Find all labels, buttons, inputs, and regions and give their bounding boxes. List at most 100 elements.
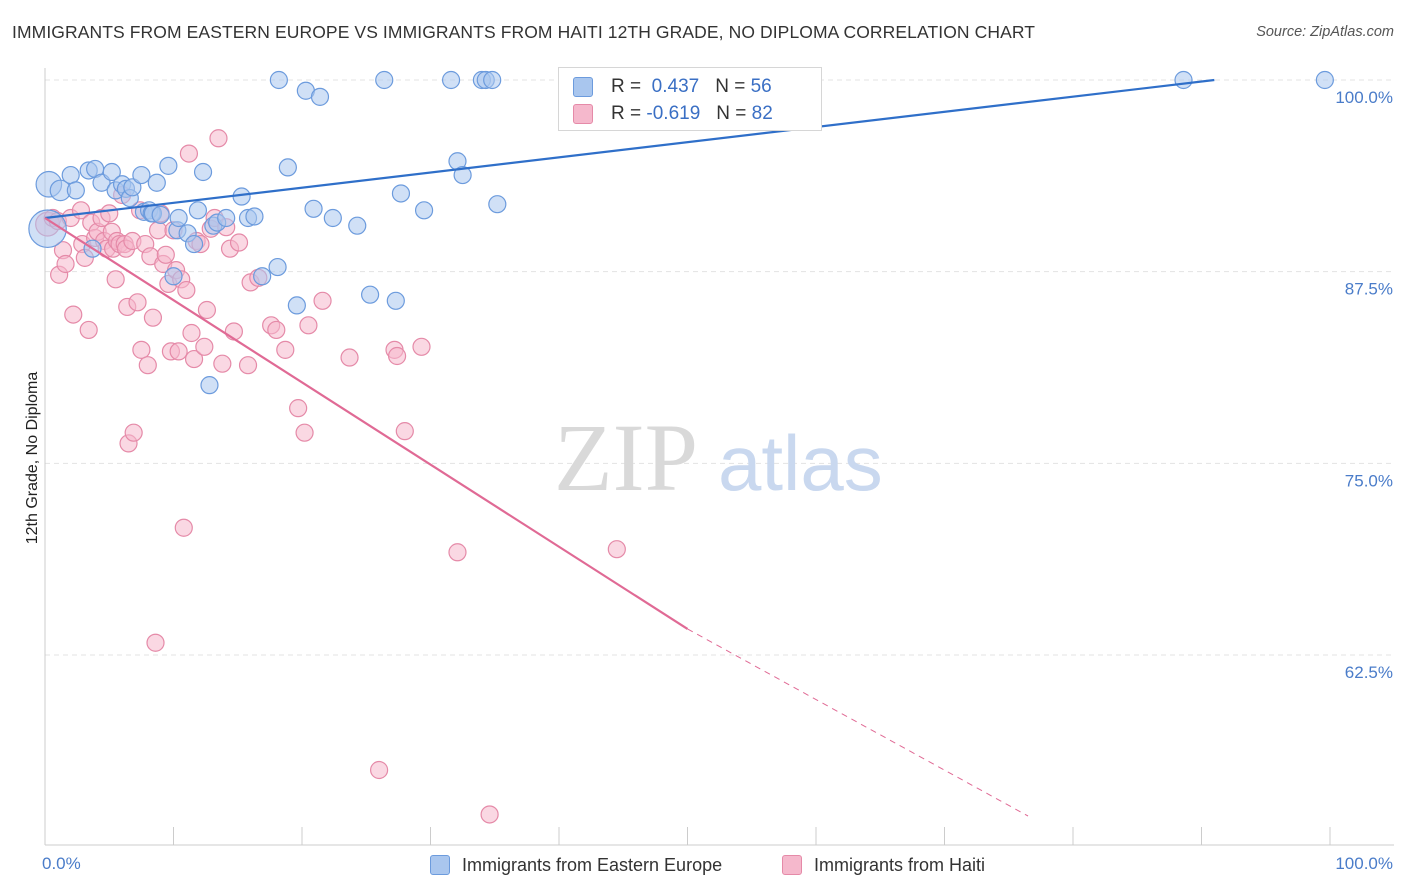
eastern-europe-point <box>386 291 405 310</box>
haiti-point <box>195 337 214 356</box>
haiti-point <box>156 245 175 264</box>
bottom-legend-swatch-blue <box>430 855 450 875</box>
source-label: Source: ZipAtlas.com <box>1256 24 1394 40</box>
haiti-point <box>143 308 163 327</box>
eastern-europe-point <box>310 87 330 106</box>
eastern-europe-point <box>123 178 142 197</box>
legend-r-label: R = <box>611 76 642 97</box>
haiti-point <box>295 423 314 442</box>
eastern-europe-point <box>188 201 208 220</box>
eastern-europe-point <box>169 208 188 228</box>
eastern-europe-point <box>287 296 306 315</box>
haiti-point <box>224 322 243 341</box>
eastern-europe-point <box>391 184 411 203</box>
eastern-europe-point <box>102 162 121 182</box>
legend-row-haiti: R = -0.619 N = 82 <box>573 101 773 127</box>
haiti-point <box>132 340 151 359</box>
haiti-point <box>182 323 201 343</box>
legend-swatch-blue <box>573 77 593 97</box>
x-tick-label: 100.0% <box>1335 854 1393 873</box>
eastern-europe-point <box>441 70 461 90</box>
haiti-point <box>128 293 147 312</box>
haiti-point <box>56 254 75 274</box>
haiti-point <box>289 399 308 418</box>
haiti-point <box>79 320 98 340</box>
legend-n-value: 82 <box>751 103 773 124</box>
eastern-europe-point <box>147 173 166 192</box>
y-axis-label: 12th Grade, No Diploma <box>24 372 41 545</box>
haiti-point <box>184 349 204 369</box>
watermark-atlas: atlas <box>718 419 883 507</box>
y-tick-label: 100.0% <box>1335 88 1393 107</box>
haiti-point <box>100 204 119 223</box>
stats-legend: R = 0.437 N = 56 R = -0.619 N = 82 <box>558 67 822 131</box>
haiti-point <box>370 760 389 780</box>
bottom-legend-haiti: Immigrants from Haiti <box>782 852 985 878</box>
haiti-point <box>146 633 165 652</box>
haiti-point <box>340 348 359 367</box>
eastern-europe-point <box>200 376 219 395</box>
eastern-europe-point <box>375 70 394 90</box>
haiti-point <box>607 540 626 559</box>
x-tick-labels: 0.0% 100.0% <box>42 854 1393 873</box>
eastern-europe-point <box>28 209 67 249</box>
eastern-europe-point <box>269 70 288 90</box>
eastern-europe-point <box>1315 70 1334 90</box>
haiti-points <box>35 129 626 824</box>
eastern-europe-point <box>193 162 213 182</box>
eastern-europe-point <box>483 70 502 90</box>
chart-title: IMMIGRANTS FROM EASTERN EUROPE VS IMMIGR… <box>12 22 1036 42</box>
eastern-europe-point <box>159 156 178 175</box>
haiti-point <box>213 354 232 373</box>
legend-n-label: N = <box>715 76 746 97</box>
haiti-point <box>148 221 168 240</box>
haiti-point <box>174 518 193 537</box>
eastern-europe-point <box>278 158 297 177</box>
eastern-europe-point <box>1174 70 1193 90</box>
trend-lines <box>44 78 1215 817</box>
haiti-point <box>412 337 431 356</box>
haiti-point <box>179 144 199 163</box>
haiti-point <box>387 346 407 366</box>
eastern-europe-point <box>61 165 80 185</box>
eastern-europe-point <box>66 181 85 200</box>
legend-r-label: R = <box>611 103 642 124</box>
eastern-europe-point <box>361 285 380 304</box>
y-tick-label: 75.0% <box>1345 471 1393 490</box>
haiti-point <box>124 423 143 442</box>
eastern-europe-point <box>453 165 472 185</box>
haiti-point <box>313 291 332 310</box>
legend-swatch-pink <box>573 104 593 124</box>
eastern-europe-points <box>28 70 1334 395</box>
haiti-point <box>299 316 318 335</box>
eastern-europe-point <box>217 208 236 228</box>
haiti-point <box>106 270 125 289</box>
eastern-europe-point <box>151 205 170 225</box>
eastern-europe-point <box>132 165 151 185</box>
y-tick-label: 62.5% <box>1345 663 1393 682</box>
y-tick-labels: 100.0% 87.5% 75.0% 62.5% <box>1335 88 1393 682</box>
legend-row-eastern-europe: R = 0.437 N = 56 <box>573 74 772 100</box>
eastern-europe-point <box>184 234 204 254</box>
haiti-point <box>480 805 499 824</box>
eastern-europe-point <box>304 199 323 218</box>
bottom-legend-label: Immigrants from Eastern Europe <box>462 854 723 875</box>
haiti-point <box>169 342 188 361</box>
y-tick-label: 87.5% <box>1345 280 1393 299</box>
bottom-legend-label: Immigrants from Haiti <box>814 854 986 875</box>
watermark: ZIP atlas <box>554 404 883 511</box>
eastern-europe-point <box>164 267 183 286</box>
haiti-point <box>64 305 83 324</box>
haiti-point <box>395 422 414 441</box>
eastern-europe-point <box>414 201 434 220</box>
haiti-point <box>197 300 217 320</box>
haiti-point <box>209 129 228 148</box>
eastern-europe-point <box>253 267 272 286</box>
haiti-trend-line <box>44 217 689 630</box>
legend-n-value: 56 <box>750 76 772 97</box>
haiti-point <box>177 280 196 300</box>
axes <box>44 68 1394 846</box>
haiti-point <box>267 320 286 340</box>
legend-n-label: N = <box>716 103 747 124</box>
